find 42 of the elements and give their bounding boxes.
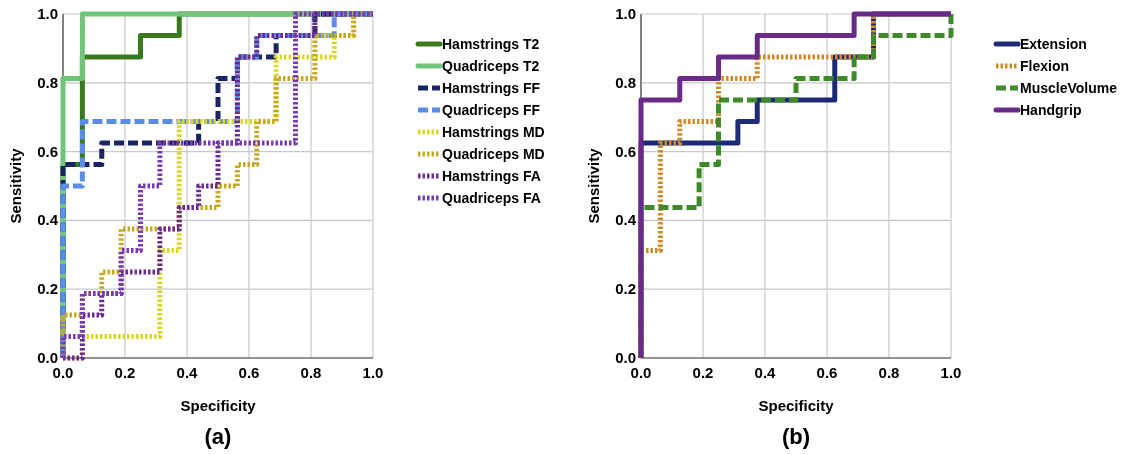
y-axis-title: Sensitivity (585, 147, 602, 224)
x-tick-label: 0.0 (52, 364, 74, 381)
y-tick-label: 0.2 (615, 280, 636, 298)
x-tick-label: 0.6 (238, 364, 260, 381)
x-tick-label: 0.2 (114, 364, 136, 381)
x-tick-label: 0.2 (692, 364, 714, 381)
legend-label: Quadriceps FF (442, 102, 541, 118)
text: (a) (204, 424, 232, 449)
legend-label: Hamstrings MD (442, 124, 545, 140)
y-tick-label: 0.0 (37, 349, 58, 366)
legend-label: Hamstrings FF (442, 80, 541, 96)
legend-label: Quadriceps FA (442, 190, 541, 206)
legend-label: Hamstrings FA (442, 168, 541, 184)
y-tick-label: 0.4 (37, 211, 59, 229)
y-tick-label: 0.2 (37, 280, 58, 298)
legend-label: Extension (1020, 36, 1087, 52)
x-tick-label: 0.4 (754, 364, 777, 381)
text: (b) (781, 424, 811, 449)
x-tick-label: 0.6 (816, 364, 838, 381)
x-tick-label: 0.4 (176, 364, 199, 381)
legend-label: MuscleVolume (1020, 80, 1118, 96)
x-tick-label: 1.0 (940, 364, 962, 381)
y-tick-label: 0.0 (615, 349, 636, 366)
y-tick-label: 1.0 (615, 5, 636, 22)
y-tick-label: 0.8 (615, 73, 636, 91)
legend-label: Handgrip (1020, 102, 1082, 118)
x-tick-label: 0.0 (630, 364, 652, 381)
y-tick-label: 0.4 (615, 211, 637, 229)
y-tick-label: 0.6 (37, 142, 58, 160)
x-tick-label: 1.0 (362, 364, 384, 381)
y-axis-title: Sensitivity (7, 147, 24, 224)
legend-label: Flexion (1020, 58, 1070, 74)
x-axis-title: Specificity (758, 397, 835, 414)
y-tick-label: 1.0 (37, 5, 58, 22)
x-axis-title: Specificity (180, 397, 257, 414)
legend-label: Quadriceps MD (442, 146, 545, 162)
legend-label: Quadriceps T2 (442, 58, 540, 74)
y-tick-label: 0.6 (615, 142, 636, 160)
legend-label: Hamstrings T2 (442, 36, 540, 52)
x-tick-label: 0.8 (878, 364, 900, 381)
y-tick-label: 0.8 (37, 73, 58, 91)
x-tick-label: 0.8 (300, 364, 322, 381)
